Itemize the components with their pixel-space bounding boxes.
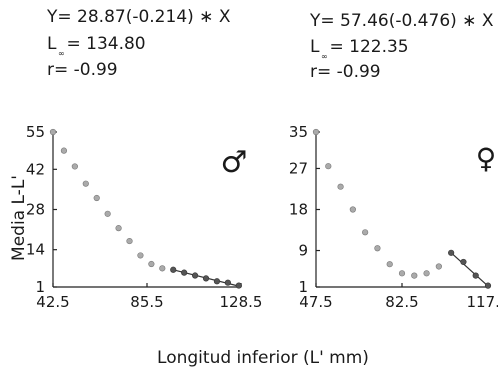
right-data-point bbox=[398, 270, 406, 277]
right-linf-block: L = 122.35 bbox=[310, 36, 409, 58]
right-data-point bbox=[460, 258, 467, 266]
left-data-point bbox=[93, 194, 100, 202]
right-linf-label: L bbox=[310, 37, 320, 57]
right-panel: 1 9 18 27 35 47.5 82.5 117.5 bbox=[289, 123, 498, 311]
x-axis-label: Longitud inferior (L' mm) bbox=[157, 348, 369, 368]
left-data-point bbox=[115, 225, 122, 232]
left-x-tick-label: 85.5 bbox=[130, 293, 163, 311]
right-x-tick-label: 82.5 bbox=[385, 293, 418, 311]
right-data-point bbox=[312, 128, 320, 136]
right-data-point bbox=[337, 183, 344, 190]
left-data-point bbox=[202, 275, 210, 282]
left-x-tick-label: 42.5 bbox=[36, 293, 69, 311]
right-linf-sub: ∞ bbox=[321, 52, 328, 61]
right-linf-value: = 122.35 bbox=[329, 37, 409, 57]
left-panel: 1 14 28 42 55 42.5 85.5 128.5 bbox=[26, 123, 263, 311]
left-data-point bbox=[126, 237, 133, 245]
right-data-point bbox=[423, 270, 430, 277]
left-data-point bbox=[224, 279, 231, 286]
right-data-point bbox=[411, 272, 418, 279]
right-y-tick-label: 9 bbox=[298, 242, 308, 260]
left-data-point bbox=[71, 163, 78, 170]
left-linf-sub: ∞ bbox=[58, 49, 65, 58]
left-y-tick-label: 14 bbox=[26, 241, 45, 259]
y-axis-label: Media L-L' bbox=[9, 175, 29, 261]
left-data-point bbox=[82, 180, 89, 187]
left-data-point bbox=[213, 278, 221, 285]
left-linf-value: = 134.80 bbox=[66, 34, 146, 54]
left-data-point bbox=[148, 260, 155, 268]
right-data-point bbox=[435, 263, 442, 270]
right-y-tick-label: 27 bbox=[289, 159, 308, 177]
female-symbol: ♀ bbox=[476, 142, 497, 175]
left-y-tick-label: 55 bbox=[26, 123, 45, 141]
left-data-point bbox=[191, 272, 199, 279]
left-linf-block: L = 134.80 bbox=[47, 33, 146, 55]
right-data-point bbox=[448, 249, 455, 256]
right-data-point bbox=[386, 261, 393, 268]
left-data-point bbox=[159, 265, 166, 272]
right-data-point bbox=[362, 229, 369, 236]
left-data-point bbox=[104, 210, 111, 217]
left-y-tick-label: 42 bbox=[26, 160, 45, 178]
left-data-point bbox=[49, 128, 57, 136]
right-data-point bbox=[374, 245, 381, 252]
left-r-value: r= -0.99 bbox=[47, 60, 118, 80]
right-x-tick-label: 117.5 bbox=[467, 293, 498, 311]
left-data-point bbox=[137, 252, 144, 259]
male-symbol: ♂ bbox=[221, 145, 248, 180]
right-y-tick-label: 35 bbox=[289, 123, 308, 141]
right-data-point bbox=[484, 282, 492, 289]
left-y-tick-label: 1 bbox=[35, 278, 45, 296]
right-data-point bbox=[472, 272, 479, 279]
left-equation: Y= 28.87(-0.214) ∗ X bbox=[47, 7, 231, 27]
left-linf-label: L bbox=[47, 34, 57, 54]
left-data-point bbox=[235, 282, 242, 289]
right-y-tick-label: 18 bbox=[289, 201, 308, 219]
left-data-point bbox=[170, 266, 177, 273]
right-equation: Y= 57.46(-0.476) ∗ X bbox=[310, 11, 494, 31]
right-x-tick-label: 47.5 bbox=[299, 293, 332, 311]
left-data-point bbox=[60, 147, 68, 154]
right-data-point bbox=[325, 163, 332, 170]
left-y-tick-label: 28 bbox=[26, 201, 45, 219]
right-fit-line bbox=[450, 252, 489, 287]
right-r-value: r= -0.99 bbox=[310, 62, 381, 82]
right-data-point bbox=[349, 206, 356, 213]
left-data-point bbox=[181, 269, 188, 276]
left-x-tick-label: 128.5 bbox=[220, 293, 263, 311]
right-y-tick-label: 1 bbox=[298, 278, 308, 296]
